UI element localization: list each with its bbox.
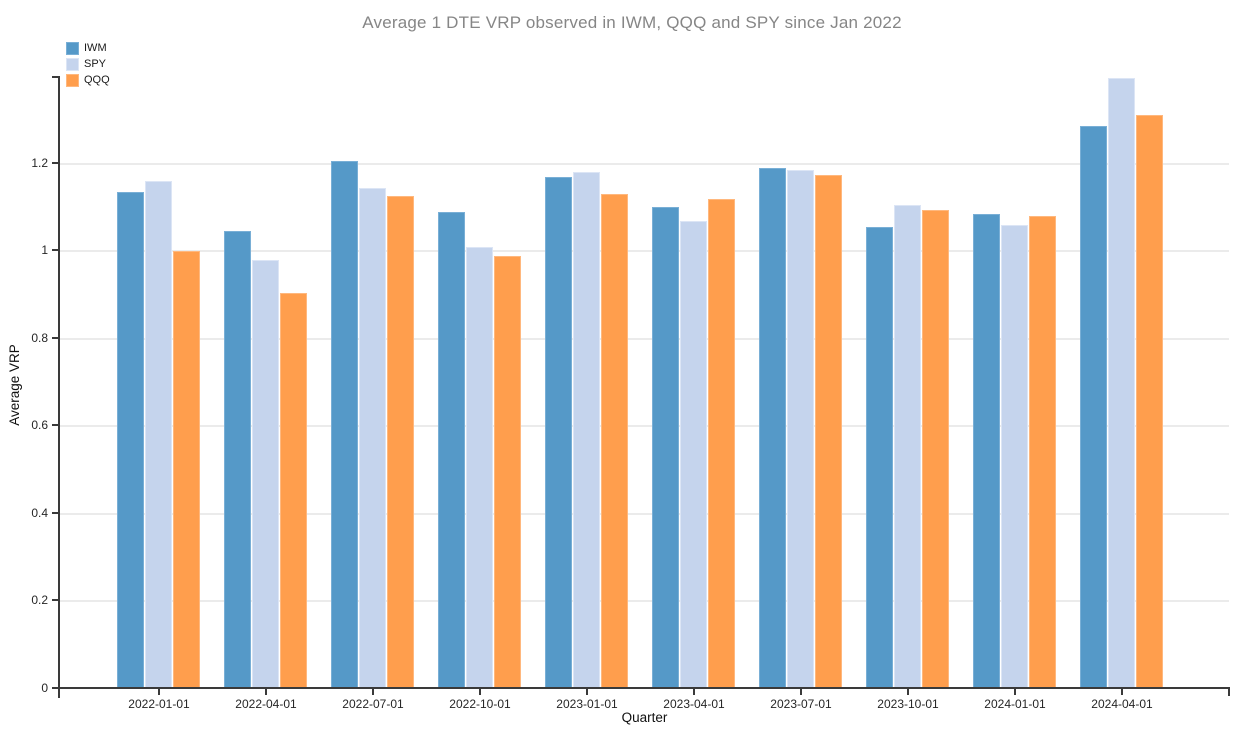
y-tick: [52, 162, 58, 164]
bar-iwm-2023-04-01: [652, 207, 679, 689]
bar-iwm-2023-10-01: [866, 227, 893, 689]
bar-spy-2024-04-01: [1108, 78, 1135, 689]
bar-iwm-2023-07-01: [759, 168, 786, 689]
legend-item-qqq: QQQ: [66, 72, 110, 88]
legend-swatch-spy-icon: [66, 57, 79, 71]
x-tick-label: 2022-07-01: [342, 697, 404, 711]
legend-item-iwm: IWM: [66, 40, 110, 56]
x-tick-label: 2022-01-01: [128, 697, 190, 711]
x-tick: [907, 689, 909, 695]
x-tick: [1014, 689, 1016, 695]
chart-title: Average 1 DTE VRP observed in IWM, QQQ a…: [362, 13, 902, 32]
plot-area: [59, 76, 1229, 689]
bar-spy-2023-10-01: [894, 205, 921, 689]
bar-spy-2022-04-01: [252, 259, 279, 689]
y-axis-spine: [58, 76, 60, 698]
x-tick-label: 2022-04-01: [235, 697, 297, 711]
x-tick: [372, 689, 374, 695]
legend-label: IWM: [84, 41, 107, 54]
bar-qqq-2022-04-01: [280, 292, 307, 689]
bar-spy-2023-04-01: [680, 220, 707, 689]
x-tick: [693, 689, 695, 695]
x-tick: [158, 689, 160, 695]
bar-iwm-2022-04-01: [224, 231, 251, 689]
y-tick-label: 0.8: [31, 331, 48, 345]
y-axis-top-tick: [52, 76, 60, 78]
x-tick-label: 2024-04-01: [1091, 697, 1153, 711]
bar-qqq-2022-01-01: [173, 251, 200, 689]
bar-spy-2023-07-01: [787, 170, 814, 689]
x-tick: [800, 689, 802, 695]
x-tick-label: 2022-10-01: [449, 697, 511, 711]
bar-spy-2024-01-01: [1001, 224, 1028, 689]
bar-iwm-2022-10-01: [438, 211, 465, 689]
bar-iwm-2022-01-01: [117, 192, 144, 689]
x-axis-spine: [58, 687, 1230, 689]
bar-iwm-2024-01-01: [973, 213, 1000, 689]
y-tick: [52, 249, 58, 251]
x-axis-title: Quarter: [621, 710, 668, 725]
x-tick-label: 2023-10-01: [877, 697, 939, 711]
x-tick: [479, 689, 481, 695]
y-tick: [52, 512, 58, 514]
gridline: [59, 600, 1229, 603]
bar-qqq-2023-10-01: [922, 209, 949, 689]
y-tick: [52, 424, 58, 426]
x-tick-label: 2023-07-01: [770, 697, 832, 711]
gridline: [59, 162, 1229, 165]
bar-qqq-2022-07-01: [387, 196, 414, 689]
legend-label: QQQ: [84, 73, 110, 86]
bar-qqq-2024-04-01: [1136, 115, 1163, 689]
gridline: [59, 512, 1229, 515]
y-tick-label: 1.2: [31, 156, 48, 170]
bar-qqq-2022-10-01: [494, 255, 521, 689]
bar-qqq-2023-01-01: [601, 194, 628, 689]
legend-swatch-qqq-icon: [66, 73, 79, 87]
y-tick: [52, 337, 58, 339]
x-tick: [586, 689, 588, 695]
bar-iwm-2022-07-01: [331, 161, 358, 689]
y-tick: [52, 687, 58, 689]
legend-item-spy: SPY: [66, 56, 110, 72]
bar-qqq-2023-04-01: [708, 198, 735, 689]
bar-iwm-2023-01-01: [545, 176, 572, 689]
bar-spy-2022-07-01: [359, 187, 386, 689]
gridline: [59, 250, 1229, 253]
x-axis-end-tick: [1228, 687, 1230, 696]
x-tick: [1121, 689, 1123, 695]
bar-qqq-2024-01-01: [1029, 216, 1056, 689]
bar-qqq-2023-07-01: [815, 174, 842, 689]
y-tick-label: 0.4: [31, 506, 48, 520]
y-tick-label: 0: [41, 681, 48, 695]
legend: IWM SPY QQQ: [66, 40, 110, 88]
y-tick-label: 1: [41, 243, 48, 257]
legend-label: SPY: [84, 57, 107, 70]
x-tick-label: 2023-01-01: [556, 697, 618, 711]
bar-iwm-2024-04-01: [1080, 126, 1107, 689]
x-tick-label: 2024-01-01: [984, 697, 1046, 711]
x-tick: [265, 689, 267, 695]
gridline: [59, 337, 1229, 340]
legend-swatch-iwm-icon: [66, 41, 79, 55]
y-tick: [52, 599, 58, 601]
bar-spy-2022-01-01: [145, 181, 172, 689]
gridline: [59, 425, 1229, 428]
bar-spy-2022-10-01: [466, 246, 493, 689]
x-tick-label: 2023-04-01: [663, 697, 725, 711]
y-tick-label: 0.2: [31, 593, 48, 607]
bar-spy-2023-01-01: [573, 172, 600, 689]
y-tick-label: 0.6: [31, 418, 48, 432]
